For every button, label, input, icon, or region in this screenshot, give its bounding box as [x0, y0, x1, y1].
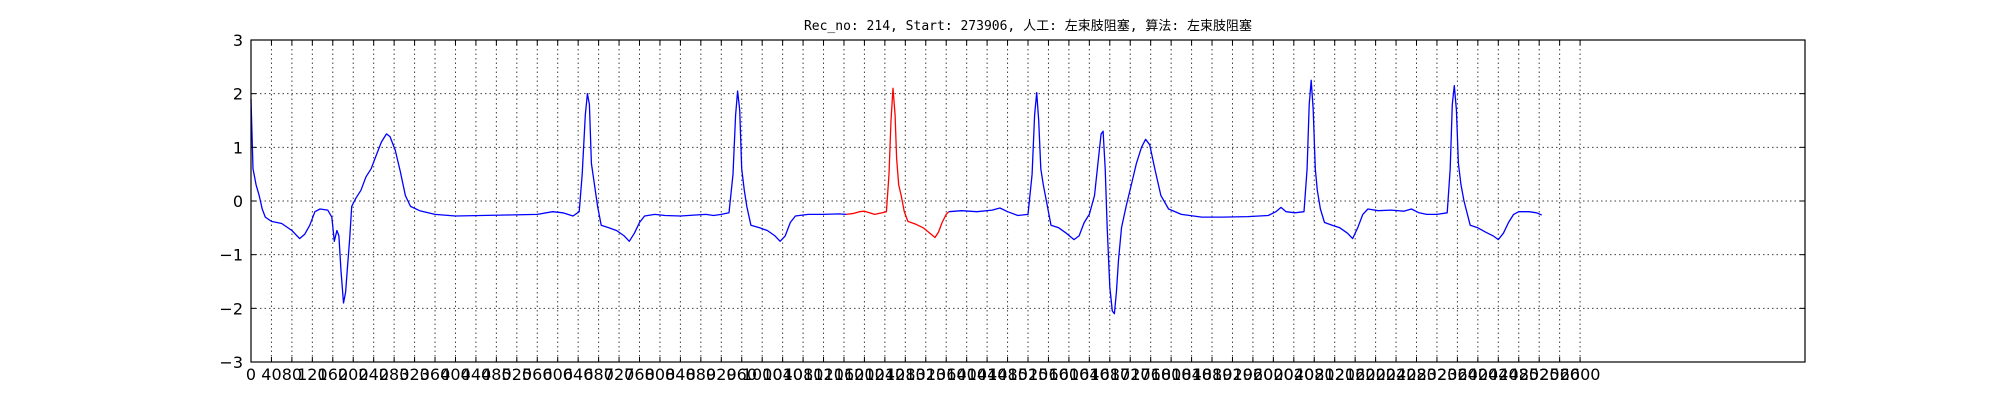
y-tick-label: −3 — [219, 353, 243, 372]
x-tick-label: 2320 — [1417, 365, 1458, 384]
x-tick-label: 2040 — [1273, 365, 1314, 384]
x-tick-label: 1280 — [885, 365, 926, 384]
x-tick-label: 1640 — [1069, 365, 1110, 384]
x-tick-label: 920 — [706, 365, 737, 384]
x-tick-label: 1040 — [762, 365, 803, 384]
y-tick-label: 0 — [233, 192, 243, 211]
x-tick-label: 2080 — [1294, 365, 1335, 384]
x-tick-label: 1360 — [926, 365, 967, 384]
x-tick-label: 880 — [686, 365, 717, 384]
x-tick-label: 520 — [502, 365, 533, 384]
x-tick-label: 560 — [522, 365, 553, 384]
x-tick-label: 680 — [583, 365, 614, 384]
x-tick-label: 600 — [542, 365, 573, 384]
x-tick-label: 120 — [297, 365, 328, 384]
x-tick-label: 1440 — [967, 365, 1008, 384]
plot-area-frame — [250, 39, 1806, 363]
x-tick-label: 1840 — [1171, 365, 1212, 384]
x-tick-label: 1080 — [783, 365, 824, 384]
x-tick-label: 840 — [665, 365, 696, 384]
x-tick-label: 760 — [624, 365, 655, 384]
x-tick-label: 1240 — [865, 365, 906, 384]
x-tick-label: 2360 — [1437, 365, 1478, 384]
x-tick-label: 1160 — [824, 365, 865, 384]
x-tick-label: 2560 — [1539, 365, 1580, 384]
series-layer — [250, 79, 1542, 315]
series-line-2 — [846, 87, 950, 239]
x-tick-label: 400 — [440, 365, 471, 384]
x-tick-label: 2240 — [1376, 365, 1417, 384]
x-tick-label: 360 — [420, 365, 451, 384]
x-tick-label: 2120 — [1314, 365, 1355, 384]
x-tick-label: 1000 — [742, 365, 783, 384]
y-tick-label: 2 — [233, 85, 243, 104]
x-tick-label: 1200 — [844, 365, 885, 384]
x-tick-label: 320 — [399, 365, 430, 384]
x-tick-label: 1960 — [1233, 365, 1274, 384]
x-tick-label: 2520 — [1519, 365, 1560, 384]
x-tick-label: 440 — [461, 365, 492, 384]
x-tick-label: 2200 — [1355, 365, 1396, 384]
x-tick-label: 480 — [481, 365, 512, 384]
x-tick-label: 800 — [645, 365, 676, 384]
x-tick-label: 1520 — [1008, 365, 1049, 384]
x-tick-label: 0 — [246, 365, 256, 384]
y-tick-label: −2 — [219, 299, 243, 318]
x-tick-label: 1800 — [1151, 365, 1192, 384]
y-tick-label: 3 — [233, 31, 243, 50]
x-tick-label: 2280 — [1396, 365, 1437, 384]
x-tick-label: 1480 — [987, 365, 1028, 384]
x-tick-label: 1920 — [1212, 365, 1253, 384]
x-tick-label: 720 — [604, 365, 635, 384]
x-tick-label: 2400 — [1457, 365, 1498, 384]
x-tick-label: 2600 — [1560, 365, 1601, 384]
x-tick-label: 1720 — [1110, 365, 1151, 384]
x-tick-label: 160 — [318, 365, 349, 384]
x-tick-label: 200 — [338, 365, 369, 384]
x-tick-label: 1880 — [1192, 365, 1233, 384]
y-tick-label: −1 — [219, 246, 243, 265]
x-tick-label: 2480 — [1498, 365, 1539, 384]
x-tick-label: 1120 — [803, 365, 844, 384]
x-tick-label: 240 — [358, 365, 389, 384]
series-line-3 — [948, 79, 1542, 315]
y-tick-label: 1 — [233, 138, 243, 157]
series-line-1 — [250, 90, 847, 304]
x-tick-label: 2000 — [1253, 365, 1294, 384]
x-tick-label: 640 — [563, 365, 594, 384]
x-tick-label: 1320 — [905, 365, 946, 384]
x-tick-label: 280 — [379, 365, 410, 384]
x-tick-label: 1760 — [1130, 365, 1171, 384]
chart-title: Rec_no: 214, Start: 273906, 人工: 左束肢阻塞, 算… — [804, 18, 1252, 34]
x-tick-label: 960 — [726, 365, 757, 384]
x-tick-label: 80 — [282, 365, 302, 384]
grid — [250, 40, 1805, 362]
x-tick-label: 1680 — [1089, 365, 1130, 384]
ticks: 0 40 8012016020024028032036040044048052056… — [219, 31, 1805, 384]
x-tick-label: 40 — [261, 365, 281, 384]
x-tick-label: 2440 — [1478, 365, 1519, 384]
x-tick-label: 1600 — [1049, 365, 1090, 384]
x-tick-label: 1400 — [946, 365, 987, 384]
x-tick-label: 2160 — [1335, 365, 1376, 384]
x-tick-label: 1560 — [1028, 365, 1069, 384]
